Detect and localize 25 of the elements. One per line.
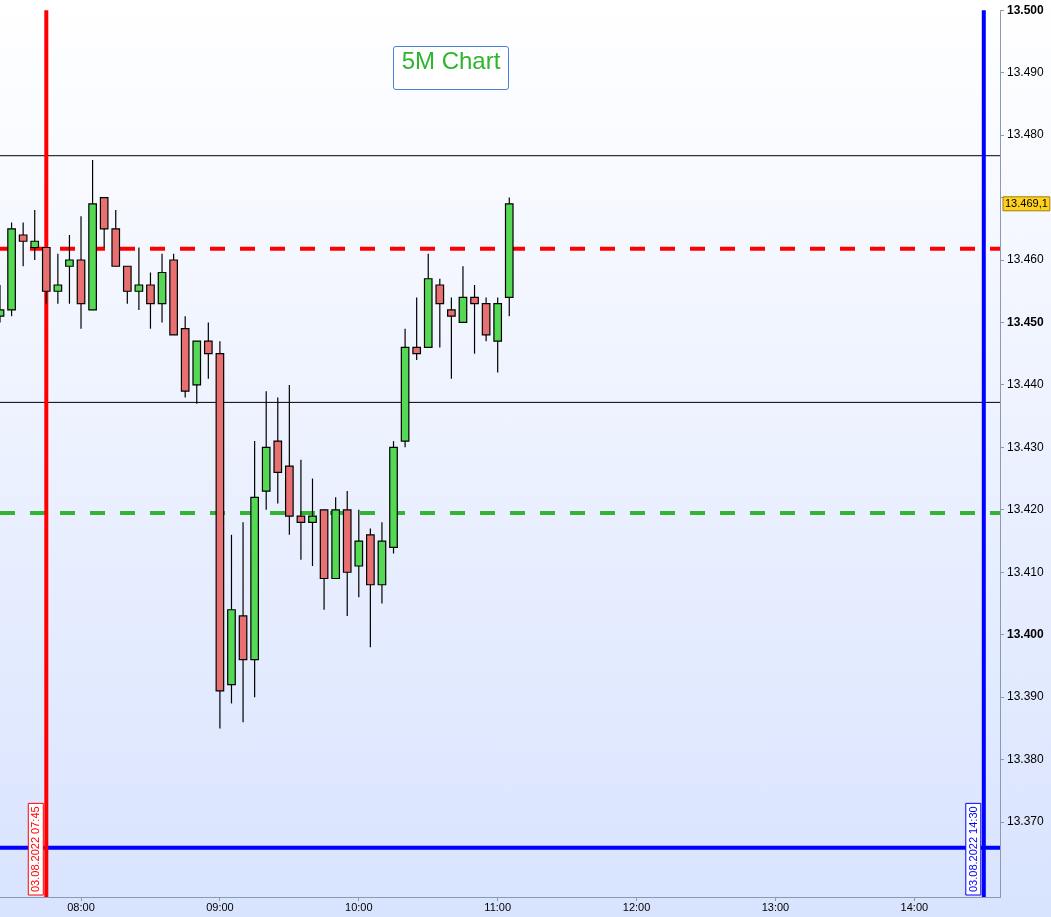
y-tick-label: 13.390	[1007, 689, 1045, 704]
x-tick-label: 11:00	[484, 900, 512, 913]
candlestick	[447, 296, 456, 380]
x-tick-label: 08:00	[67, 900, 95, 913]
ref-line-label: 03.08.2022 14:30	[966, 806, 979, 892]
y-tick-label: 13.450	[1007, 314, 1045, 329]
y-tick-label: 13.370	[1007, 814, 1045, 829]
y-tick-label: 13.460	[1007, 252, 1045, 267]
text: 13.469,1	[1005, 196, 1048, 209]
x-tick-label: 12:00	[622, 900, 651, 913]
y-tick-label: 13.380	[1007, 751, 1045, 766]
y-tick-label: 13.400	[1007, 627, 1045, 642]
x-tick-label: 13:00	[761, 900, 790, 913]
y-tick-label: 13.490	[1007, 64, 1045, 79]
ref-line-label: 03.08.2022 07:45	[29, 806, 42, 892]
y-tick-label: 13.420	[1007, 502, 1045, 517]
text: 5M Chart	[393, 46, 509, 90]
y-tick-label: 13.410	[1007, 564, 1045, 579]
y-tick-label: 13.480	[1007, 127, 1045, 142]
x-tick-label: 10:00	[345, 900, 373, 913]
y-tick-label: 13.430	[1007, 439, 1045, 454]
x-tick-label: 14:00	[900, 900, 929, 913]
y-tick-label: 13.500	[1007, 2, 1045, 17]
x-tick-label: 09:00	[206, 900, 234, 913]
y-tick-label: 13.440	[1007, 377, 1045, 392]
